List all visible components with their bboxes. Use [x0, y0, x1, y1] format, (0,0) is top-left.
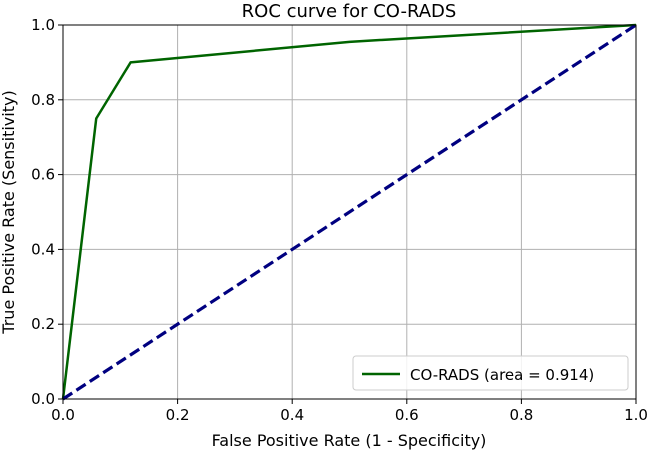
y-tick-label: 0.4: [31, 240, 55, 258]
x-tick-label: 1.0: [624, 406, 648, 424]
x-axis: 0.0 0.2 0.4 0.6 0.8 1.0: [51, 399, 648, 424]
x-axis-label: False Positive Rate (1 - Specificity): [212, 431, 487, 450]
x-tick-label: 0.8: [509, 406, 533, 424]
x-tick-label: 0.2: [166, 406, 190, 424]
x-tick-label: 0.0: [51, 406, 75, 424]
roc-curve-line: [61, 23, 637, 400]
y-axis-label: True Positive Rate (Sensitivity): [0, 90, 18, 334]
series-group: [61, 23, 637, 401]
plot-frame: [62, 24, 637, 400]
legend-label-co-rads: CO-RADS (area = 0.914): [410, 366, 594, 384]
x-tick-label: 0.4: [280, 406, 304, 424]
y-tick-label: 0.0: [31, 390, 55, 408]
y-tick-label: 1.0: [31, 16, 55, 34]
y-tick-label: 0.6: [31, 166, 55, 184]
chart-title: ROC curve for CO-RADS: [242, 1, 457, 22]
x-tick-label: 0.6: [395, 406, 419, 424]
y-tick-label: 0.8: [31, 91, 55, 109]
chance-diagonal-line: [62, 23, 637, 401]
legend-box: [352, 355, 629, 391]
y-tick-label: 0.2: [31, 315, 55, 333]
legend: CO-RADS (area = 0.914): [352, 355, 629, 391]
y-axis: 0.0 0.2 0.4 0.6 0.8 1.0: [31, 16, 63, 408]
